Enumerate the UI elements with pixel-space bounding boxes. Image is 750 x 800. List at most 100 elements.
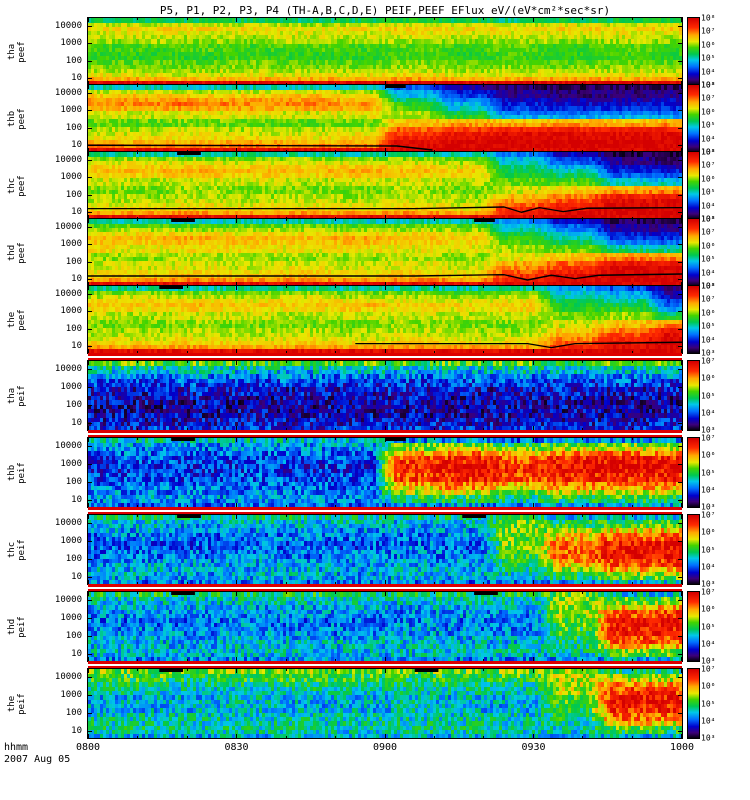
date-label: 2007 Aug 05 <box>4 754 71 765</box>
energy-tick-label: 10000 <box>54 288 82 299</box>
spectrogram-thb-peef <box>87 84 683 153</box>
colorbar-tick-label: 10⁵ <box>701 120 716 130</box>
colorbar-tick-label: 10⁷ <box>701 433 716 443</box>
colorbar-tick-label: 10⁴ <box>701 639 716 649</box>
energy-tick-label: 10 <box>71 273 82 284</box>
colorbar-tick-label: 10⁵ <box>701 622 716 631</box>
energy-tick-label: 10 <box>71 72 82 83</box>
energy-tick-label: 10 <box>71 494 82 505</box>
colorbar-tick-label: 10⁴ <box>701 562 716 572</box>
colorbar-tick-label: 10³ <box>701 80 716 90</box>
energy-tick-label: 10000 <box>54 594 82 605</box>
energy-tick-label: 100 <box>65 122 82 133</box>
energy-tick-label: 100 <box>65 256 82 267</box>
energy-tick-label: 10000 <box>54 20 82 31</box>
colorbar-tick-label: 10⁷ <box>701 93 716 103</box>
energy-tick-label: 1000 <box>60 38 82 49</box>
energy-tick-label: 100 <box>65 189 82 200</box>
colorbar-tick-label: 10⁸ <box>701 214 716 224</box>
energy-tick-label: 10 <box>71 139 82 150</box>
colorbar-tick-label: 10⁶ <box>701 527 716 537</box>
energy-tick-label: 100 <box>65 323 82 334</box>
energy-tick-label: 10000 <box>54 671 82 682</box>
colorbar-tick-label: 10⁴ <box>701 335 716 345</box>
colorbar-tick-label: 10⁷ <box>701 664 716 674</box>
spectrogram-thc-peef <box>87 151 683 220</box>
energy-tick-label: 10000 <box>54 87 82 98</box>
colorbar-tick-label: 10⁴ <box>701 485 716 495</box>
energy-tick-label: 10 <box>71 725 82 736</box>
red-separator <box>88 584 682 592</box>
colorbar-tick-label: 10³ <box>701 281 716 291</box>
colorbar-tick-label: 10⁸ <box>701 281 716 291</box>
colorbar-tick-label: 10⁵ <box>701 254 716 264</box>
colorbar-tick-label: 10⁴ <box>701 67 716 77</box>
spectrogram-the-peef <box>87 285 683 354</box>
colorbar-tha-peef <box>687 17 700 86</box>
colorbar-tick-label: 10⁵ <box>701 321 716 331</box>
colorbar-tick-label: 10³ <box>701 214 716 224</box>
time-tick-label: 0930 <box>521 742 546 753</box>
red-separator <box>88 353 682 361</box>
colorbar-the-peef <box>687 285 700 354</box>
energy-tick-label: 1000 <box>60 105 82 116</box>
colorbar-tick-label: 10⁴ <box>701 408 716 418</box>
colorbar-tick-label: 10⁶ <box>701 308 716 318</box>
colorbar-tick-label: 10⁴ <box>701 716 716 726</box>
colorbar-tick-label: 10³ <box>701 348 716 358</box>
colorbar-tick-label: 10⁴ <box>701 268 716 278</box>
colorbar-tick-label: 10³ <box>701 656 716 666</box>
colorbar-thc-peef <box>687 151 700 220</box>
colorbar-tick-label: 10⁵ <box>701 545 716 554</box>
colorbar-tick-label: 10⁸ <box>701 80 716 90</box>
spectrogram-tha-peif <box>87 360 683 431</box>
spectrogram-the-peif <box>87 668 683 739</box>
colorbar-tick-label: 10⁷ <box>701 356 716 366</box>
colorbar-tick-label: 10³ <box>701 147 716 157</box>
colorbar-tick-label: 10⁷ <box>701 160 716 170</box>
colorbar-the-peif <box>687 668 700 739</box>
red-separator <box>88 507 682 515</box>
time-tick-label: 0900 <box>372 742 398 753</box>
colorbar-tick-label: 10⁸ <box>701 147 716 157</box>
energy-tick-label: 1000 <box>60 535 82 546</box>
colorbar-tick-label: 10⁴ <box>701 201 716 211</box>
colorbar-thd-peef <box>687 218 700 287</box>
colorbar-tick-label: 10³ <box>701 425 716 435</box>
red-separator <box>88 661 682 669</box>
colorbar-tick-label: 10⁷ <box>701 587 716 597</box>
energy-tick-label: 100 <box>65 476 82 487</box>
colorbar-tick-label: 10⁷ <box>701 510 716 520</box>
red-separator <box>88 430 682 438</box>
colorbar-tick-label: 10⁷ <box>701 227 716 237</box>
colorbar-thc-peif <box>687 514 700 585</box>
energy-tick-label: 1000 <box>60 381 82 392</box>
colorbar-tick-label: 10⁵ <box>701 699 716 708</box>
energy-tick-label: 100 <box>65 55 82 66</box>
colorbar-thb-peif <box>687 437 700 508</box>
energy-tick-label: 10 <box>71 571 82 582</box>
colorbar-tick-label: 10⁵ <box>701 53 716 63</box>
energy-tick-label: 100 <box>65 553 82 564</box>
colorbar-tha-peif <box>687 360 700 431</box>
energy-tick-label: 1000 <box>60 172 82 183</box>
time-tick-label: 0830 <box>224 742 249 753</box>
energy-tick-label: 10000 <box>54 154 82 165</box>
spectrogram-thd-peef <box>87 218 683 287</box>
colorbar-tick-label: 10⁶ <box>701 604 716 614</box>
colorbar-tick-label: 10⁴ <box>701 134 716 144</box>
energy-tick-label: 10 <box>71 206 82 217</box>
energy-tick-label: 1000 <box>60 612 82 623</box>
spectrogram-thc-peif <box>87 514 683 585</box>
energy-tick-label: 100 <box>65 399 82 410</box>
colorbar-tick-label: 10⁷ <box>701 26 716 36</box>
energy-tick-label: 1000 <box>60 458 82 469</box>
energy-tick-label: 10000 <box>54 517 82 528</box>
energy-tick-label: 10 <box>71 340 82 351</box>
spectrogram-tha-peef <box>87 17 683 86</box>
colorbar-tick-label: 10⁶ <box>701 450 716 460</box>
colorbar-tick-label: 10³ <box>701 502 716 512</box>
energy-tick-label: 10000 <box>54 363 82 374</box>
spectrogram-thb-peif <box>87 437 683 508</box>
